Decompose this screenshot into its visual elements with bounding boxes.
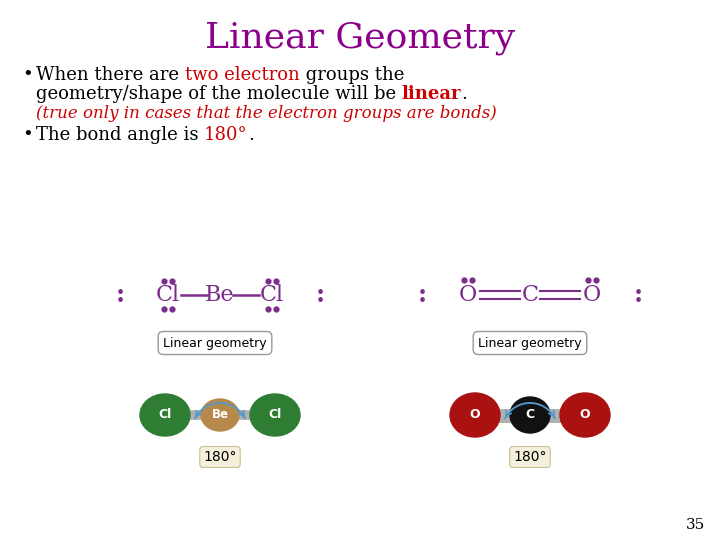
Ellipse shape (201, 399, 239, 431)
Text: O: O (583, 284, 601, 306)
Text: When there are: When there are (36, 66, 185, 84)
Text: O: O (580, 408, 590, 422)
Ellipse shape (140, 394, 190, 436)
Text: Linear geometry: Linear geometry (478, 336, 582, 349)
Text: Linear Geometry: Linear Geometry (205, 21, 515, 55)
Text: (true only in cases that the electron groups are bonds): (true only in cases that the electron gr… (36, 105, 497, 122)
Text: Cl: Cl (158, 408, 171, 422)
Text: Be: Be (212, 408, 228, 422)
Text: :: : (418, 283, 426, 307)
Ellipse shape (510, 397, 550, 433)
Text: :: : (634, 283, 642, 307)
Text: geometry/shape of the molecule will be: geometry/shape of the molecule will be (36, 85, 402, 103)
Text: Cl: Cl (260, 284, 284, 306)
Text: Cl: Cl (156, 284, 180, 306)
Text: .: . (462, 85, 467, 103)
Text: Linear geometry: Linear geometry (163, 336, 267, 349)
Text: :: : (115, 283, 125, 307)
Text: C: C (521, 284, 539, 306)
Text: Cl: Cl (269, 408, 282, 422)
Ellipse shape (560, 393, 610, 437)
Text: 180°: 180° (204, 126, 248, 144)
Text: •: • (22, 66, 32, 84)
Text: 180°: 180° (203, 450, 237, 464)
Text: Be: Be (205, 284, 235, 306)
Text: The bond angle is: The bond angle is (36, 126, 204, 144)
Text: O: O (469, 408, 480, 422)
Text: 180°: 180° (513, 450, 546, 464)
Text: •: • (22, 126, 32, 144)
Text: groups the: groups the (300, 66, 404, 84)
Ellipse shape (250, 394, 300, 436)
Text: linear: linear (402, 85, 462, 103)
Text: :: : (315, 283, 325, 307)
Text: two electron: two electron (185, 66, 300, 84)
Text: 35: 35 (685, 518, 705, 532)
Text: O: O (459, 284, 477, 306)
Text: .: . (248, 126, 253, 144)
Text: C: C (526, 408, 534, 422)
Ellipse shape (450, 393, 500, 437)
